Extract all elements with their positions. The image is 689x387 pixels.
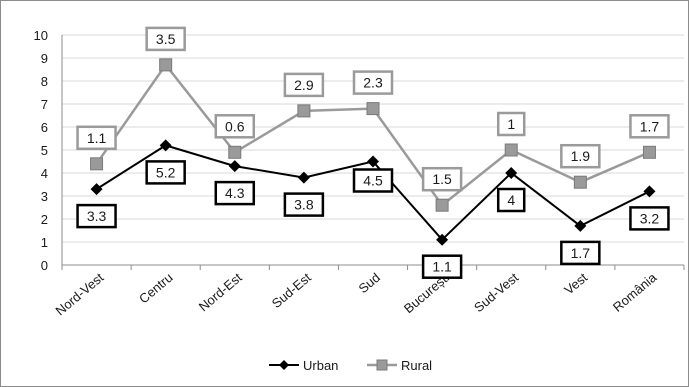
- point-urban-8: [643, 185, 656, 198]
- point-urban-6: [505, 167, 518, 179]
- y-tick-label-10: 10: [34, 28, 48, 43]
- data-label-rural-3-box: [283, 72, 325, 98]
- x-tick-label-7: Vest: [561, 270, 590, 298]
- data-label-rural-4: 2.3: [363, 75, 383, 91]
- y-tick-label-4: 4: [41, 166, 48, 181]
- y-tick-label-8: 8: [41, 74, 48, 89]
- data-label-urban-0-box: [76, 203, 117, 229]
- point-rural-7: [573, 175, 587, 189]
- y-tick-label-7: 7: [41, 97, 48, 112]
- x-tick-label-0: Nord-Vest: [53, 270, 107, 319]
- data-label-urban-2-box: [214, 180, 256, 206]
- x-tick-label-6: Sud-Vest: [471, 270, 521, 316]
- point-rural-6: [504, 143, 518, 157]
- point-urban-5: [436, 233, 449, 246]
- point-urban-2: [228, 160, 241, 173]
- data-label-rural-2-box: [214, 114, 256, 139]
- x-tick-label-3: Sud-Est: [269, 270, 314, 311]
- data-label-urban-5-box: [421, 254, 463, 279]
- data-label-urban-4: 4.5: [363, 173, 383, 189]
- data-label-urban-8-box: [629, 206, 670, 231]
- data-label-urban-7-box: [560, 240, 601, 266]
- data-label-rural-4-box: [352, 70, 394, 95]
- data-label-urban-3: 3.8: [294, 197, 314, 213]
- point-urban-1: [159, 139, 172, 152]
- point-urban-3: [297, 171, 310, 184]
- data-label-rural-7: 1.9: [571, 148, 591, 164]
- point-urban-7: [574, 219, 587, 232]
- y-tick-label-6: 6: [41, 120, 48, 135]
- data-label-urban-1: 5.2: [156, 164, 176, 180]
- y-tick-label-5: 5: [41, 143, 48, 158]
- data-label-rural-5-box: [421, 166, 463, 192]
- x-tick-label-8: România: [610, 269, 660, 314]
- data-label-rural-1: 3.5: [156, 31, 176, 47]
- x-tick-label-4: Sud: [356, 270, 383, 296]
- data-label-urban-1-box: [145, 160, 186, 185]
- data-label-urban-3-box: [283, 192, 325, 217]
- data-label-urban-0: 3.3: [87, 208, 107, 224]
- data-label-urban-6-box: [496, 187, 526, 213]
- y-tick-label-0: 0: [41, 258, 48, 273]
- data-label-urban-7: 1.7: [571, 245, 591, 261]
- point-rural-5: [435, 198, 449, 212]
- point-urban-0: [90, 183, 103, 196]
- point-urban-4: [367, 155, 379, 168]
- y-tick-label-9: 9: [41, 51, 48, 66]
- data-label-rural-7-box: [560, 143, 601, 169]
- legend-marker-rural: [376, 359, 388, 371]
- legend-label-urban: Urban: [303, 358, 338, 373]
- data-label-rural-5: 1.5: [432, 171, 452, 187]
- data-label-rural-6-box: [496, 111, 526, 137]
- point-rural-0: [90, 157, 104, 171]
- data-label-rural-8-box: [629, 114, 670, 139]
- legend-marker-urban: [279, 360, 289, 370]
- data-label-rural-6: 1: [507, 116, 515, 132]
- point-rural-2: [228, 145, 242, 159]
- legend-label-rural: Rural: [401, 358, 432, 373]
- data-label-urban-6: 4: [507, 192, 515, 208]
- data-label-rural-1-box: [145, 26, 186, 52]
- data-label-urban-4-box: [352, 168, 394, 193]
- data-label-rural-2: 0.6: [225, 118, 245, 134]
- data-label-rural-8: 1.7: [640, 118, 660, 134]
- point-rural-8: [642, 145, 656, 159]
- y-tick-label-1: 1: [41, 235, 48, 250]
- data-label-urban-2: 4.3: [225, 185, 245, 201]
- data-label-rural-0-box: [76, 125, 117, 151]
- y-tick-label-3: 3: [41, 189, 48, 204]
- x-tick-label-1: Centru: [136, 270, 176, 307]
- x-tick-label-2: Nord-Est: [196, 270, 245, 315]
- data-label-rural-3: 2.9: [294, 77, 314, 93]
- y-tick-label-2: 2: [41, 212, 48, 227]
- point-rural-1: [159, 58, 173, 72]
- point-rural-4: [366, 102, 380, 116]
- point-rural-3: [297, 104, 311, 118]
- data-label-urban-5: 1.1: [432, 259, 452, 275]
- data-label-urban-8: 3.2: [640, 210, 660, 226]
- data-label-rural-0: 1.1: [87, 130, 107, 146]
